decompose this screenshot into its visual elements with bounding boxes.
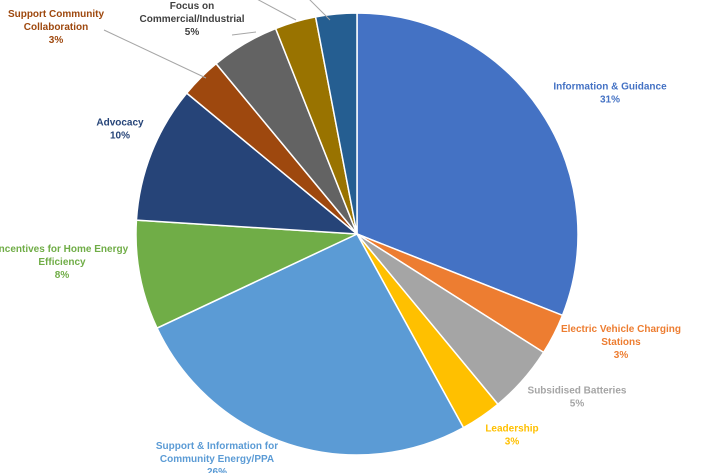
slice-name-label: Community Energy/PPA — [160, 454, 274, 465]
pie-slice-7 — [135, 92, 360, 235]
slice-name-label: Leadership — [485, 424, 538, 435]
slice-name-label: Support & Information for — [156, 441, 278, 452]
slice-name-label: Electric Vehicle Charging — [561, 324, 681, 335]
slice-label-9: Focus on Commercial/Industrial 5% — [139, 1, 244, 38]
slice-name-label: Commercial/Industrial — [139, 14, 244, 25]
slice-name-label: Incentives for Home Energy — [0, 244, 129, 255]
pie-slices — [135, 12, 579, 456]
leader-line-9 — [231, 31, 257, 36]
slice-name-label: Subsidised Batteries — [528, 386, 627, 397]
slice-percent-label: 5% — [570, 399, 585, 410]
slice-name-label: Information & Guidance — [553, 82, 667, 93]
slice-label-3: Subsidised Batteries 5% — [528, 386, 627, 410]
pie-slice-6 — [135, 219, 358, 330]
slice-label-1: Information & Guidance 31% — [553, 82, 667, 106]
pie-slice-1 — [356, 12, 579, 317]
slice-name-label: Advocacy — [96, 118, 144, 129]
slice-percent-label: 8% — [55, 270, 70, 281]
slice-percent-label: 5% — [185, 27, 200, 38]
slice-percent-label: 3% — [49, 35, 64, 46]
pie-slice-5 — [156, 233, 465, 456]
slice-percent-label: 31% — [600, 95, 620, 106]
slice-name-label: Collaboration — [24, 22, 88, 33]
slice-label-6: Incentives for Home Energy Efficiency 8% — [0, 244, 129, 281]
slice-label-11: 3% — [313, 0, 328, 3]
slice-labels: Information & Guidance 31% Electric Vehicl… — [0, 0, 681, 473]
slice-name-label: Stations — [601, 337, 641, 348]
slice-label-8: Support Community Collaboration 3% — [8, 9, 105, 46]
pie-slice-11 — [314, 12, 358, 235]
slice-percent-label: 3% — [614, 350, 629, 361]
slice-percent-label: 3% — [313, 0, 328, 3]
slice-label-7: Advocacy 10% — [96, 118, 144, 142]
slice-label-2: Electric Vehicle Charging Stations 3% — [561, 324, 681, 361]
leader-line-8 — [103, 29, 207, 79]
slice-label-4: Leadership 3% — [485, 424, 538, 448]
slice-name-label: Efficiency — [38, 257, 86, 268]
leader-line-10 — [257, 0, 297, 21]
slice-label-5: Support & Information for Community Energ… — [156, 441, 278, 473]
slice-name-label: Support Community — [8, 9, 105, 20]
slice-percent-label: 10% — [110, 131, 130, 142]
slice-percent-label: 26% — [207, 467, 227, 473]
slice-percent-label: 3% — [505, 437, 520, 448]
leader-lines — [103, 0, 331, 79]
leader-line-11 — [309, 0, 331, 21]
slice-name-label: Focus on — [170, 1, 214, 12]
